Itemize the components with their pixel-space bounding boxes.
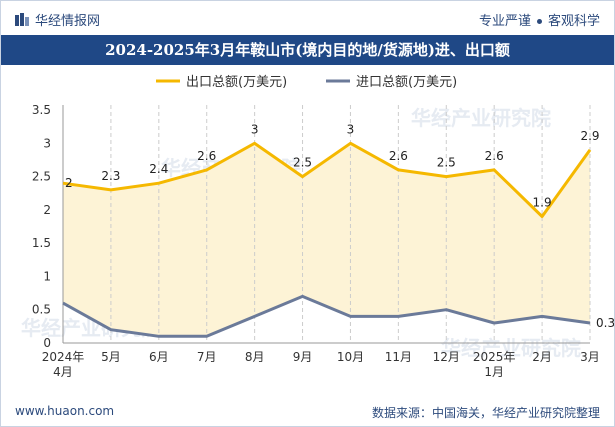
x-tick-label: 10月 [337,350,364,364]
data-label: 2.6 [485,149,504,163]
watermark-text: 华经产业研究院 [411,106,551,130]
legend-label-import: 进口总额(万美元) [356,75,457,90]
data-label: 2.6 [197,149,216,163]
y-tick-label: 1.5 [32,236,51,250]
chart-title: 2024-2025年3月年鞍山市(境内目的地/货源地)进、出口额 [1,35,614,65]
data-label: 2 [65,176,73,190]
series-line-export [62,141,592,218]
data-label: 1.9 [533,196,552,210]
data-source: 数据来源：中国海关，华经产业研究院整理 [371,406,600,420]
x-tick-label: 11月 [385,350,412,364]
x-tick-label: 8月 [245,350,265,364]
series-line-import [62,294,591,338]
x-tick-label: 6月 [149,350,169,364]
separator-dot-icon [536,19,542,24]
slogan-right: 客观科学 [547,14,600,29]
x-tick-label: 2月 [532,350,552,364]
x-tick-label: 2024年 [42,350,85,364]
y-tick-label: 0 [43,336,51,350]
data-label: 2.9 [580,129,599,143]
x-tick-label: 5月 [101,350,121,364]
x-tick-label: 3月 [580,350,600,364]
x-tick-label: 1月 [484,365,504,379]
x-tick-label: 9月 [293,350,313,364]
brand: 华经情报网 [15,10,100,29]
data-label: 2.4 [149,162,168,176]
y-tick-label: 2 [43,203,51,217]
watermark-text: 华经产业研究院 [441,336,581,360]
legend-label-export: 出口总额(万美元) [186,75,287,90]
x-tick-label: 4月 [53,365,73,379]
x-tick-label: 2025年 [473,350,516,364]
website-link[interactable]: www.huaon.com [15,404,115,418]
x-tick-label: 12月 [433,350,460,364]
y-tick-label: 1 [43,269,51,283]
slogan: 专业严谨 客观科学 [479,10,600,29]
y-tick-label: 0.5 [32,303,51,317]
data-label: 0.3 [596,316,614,330]
top-bar: 华经情报网 专业严谨 客观科学 [1,1,614,35]
x-tick-label: 7月 [197,350,217,364]
data-label: 2.6 [389,149,408,163]
line-chart: 华经产业研究院华经产业研究院华经产业研究院华经产业研究院出口总额(万美元)进口总… [21,75,614,379]
brand-logo-icon [15,13,29,26]
data-label: 3 [251,122,259,136]
data-label: 2.5 [437,156,456,170]
slogan-left: 专业严谨 [478,14,531,29]
data-label: 2.5 [293,156,312,170]
y-tick-label: 2.5 [32,170,51,184]
brand-name: 华经情报网 [35,14,101,29]
data-label: 3 [347,122,355,136]
data-label: 2.3 [101,169,120,183]
y-tick-label: 3 [43,136,51,150]
area-fill [63,143,590,337]
y-tick-label: 3.5 [32,103,51,117]
